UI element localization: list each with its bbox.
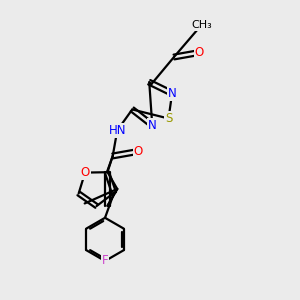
Text: O: O [134,145,143,158]
Text: N: N [148,118,157,132]
Text: O: O [195,46,204,59]
Text: HN: HN [109,124,126,137]
Text: CH₃: CH₃ [191,20,212,31]
Text: S: S [165,112,172,125]
Text: N: N [168,87,176,100]
Text: F: F [102,254,108,268]
Text: O: O [80,166,90,179]
